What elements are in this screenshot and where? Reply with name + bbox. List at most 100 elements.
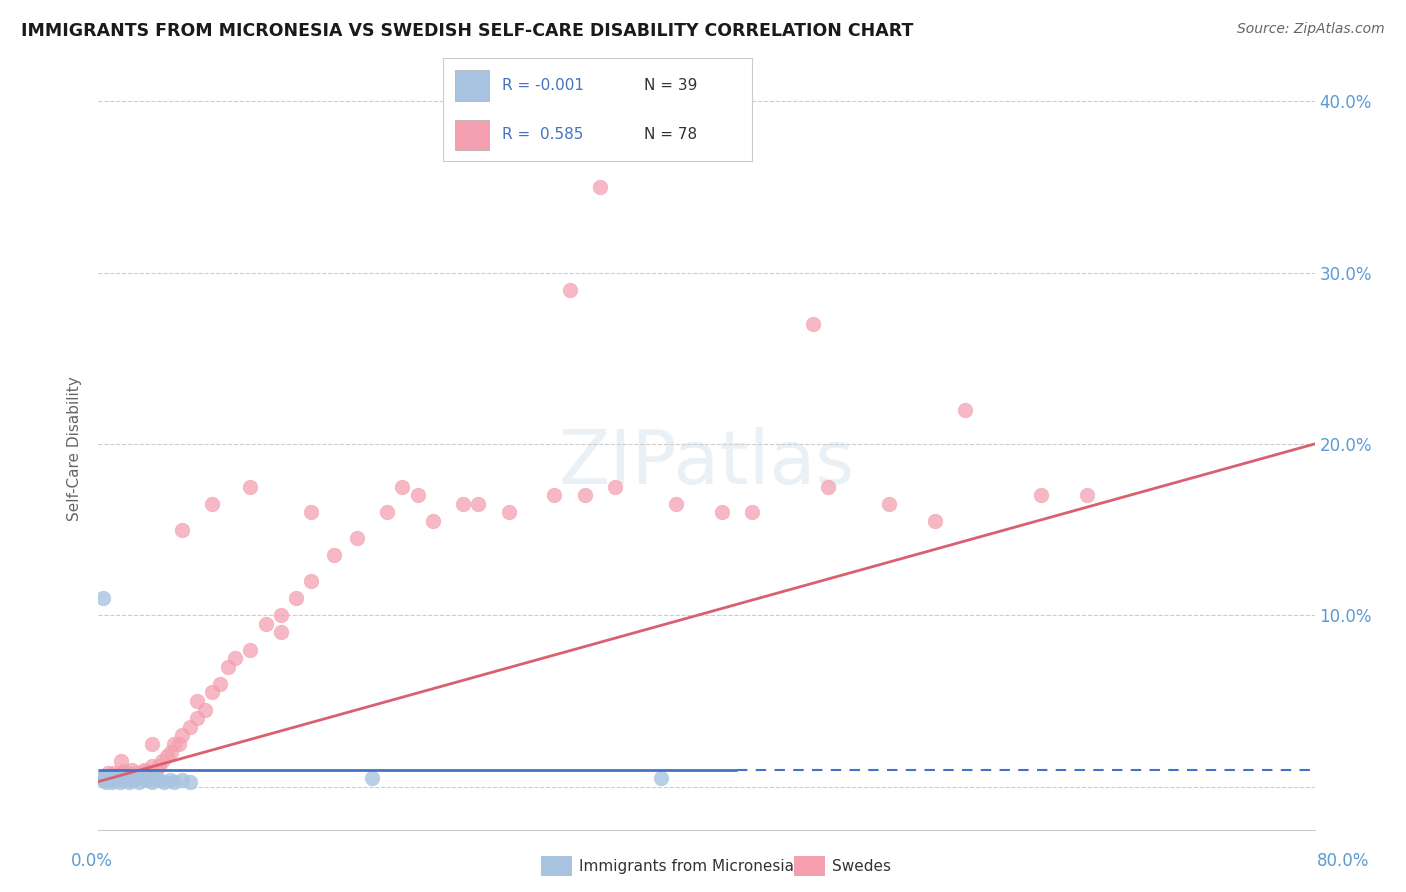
Point: [543, 488, 565, 502]
Point: [953, 402, 976, 417]
Point: [93, 771, 115, 785]
Point: [877, 497, 900, 511]
Point: [141, 774, 163, 789]
Point: [114, 771, 136, 785]
Point: [170, 523, 193, 537]
Point: [120, 768, 142, 782]
Point: [114, 771, 136, 785]
Point: [96, 771, 118, 785]
Point: [104, 771, 127, 785]
Point: [105, 771, 128, 785]
Point: [103, 771, 125, 785]
Point: [136, 764, 159, 779]
Point: [91, 771, 114, 785]
Point: [91, 772, 114, 787]
Point: [186, 694, 208, 708]
Point: [132, 771, 155, 785]
Point: [128, 774, 150, 789]
Point: [91, 591, 114, 606]
Text: N = 39: N = 39: [644, 78, 697, 93]
Point: [239, 480, 262, 494]
Point: [94, 771, 117, 785]
Point: [105, 768, 128, 782]
Bar: [456, 120, 489, 150]
Bar: [456, 70, 489, 101]
Text: 80.0%: 80.0%: [1316, 852, 1369, 870]
Point: [148, 759, 170, 773]
Point: [103, 766, 125, 780]
Point: [156, 748, 179, 763]
Point: [101, 769, 124, 783]
Point: [136, 772, 159, 787]
Point: [170, 772, 193, 787]
Point: [650, 771, 672, 785]
Point: [148, 772, 170, 787]
Point: [93, 771, 115, 785]
Point: [167, 737, 190, 751]
Point: [118, 774, 141, 789]
Point: [129, 766, 152, 780]
Point: [135, 768, 157, 782]
Point: [710, 506, 733, 520]
Point: [114, 766, 136, 780]
Point: [160, 746, 183, 760]
Point: [124, 766, 146, 780]
Point: [422, 514, 444, 528]
Point: [498, 506, 520, 520]
Point: [467, 497, 489, 511]
Point: [361, 771, 384, 785]
Point: [107, 769, 129, 783]
Point: [558, 283, 581, 297]
Point: [128, 768, 150, 782]
Point: [574, 488, 596, 502]
Point: [406, 488, 429, 502]
Point: [100, 769, 122, 783]
Text: R =  0.585: R = 0.585: [502, 128, 583, 143]
Point: [111, 768, 134, 782]
Point: [285, 591, 308, 606]
Point: [152, 774, 174, 789]
Point: [179, 774, 201, 789]
Point: [924, 514, 946, 528]
Point: [217, 659, 239, 673]
Point: [96, 771, 118, 785]
Point: [375, 506, 398, 520]
Text: IMMIGRANTS FROM MICRONESIA VS SWEDISH SELF-CARE DISABILITY CORRELATION CHART: IMMIGRANTS FROM MICRONESIA VS SWEDISH SE…: [21, 22, 914, 40]
Point: [120, 771, 142, 785]
Point: [453, 497, 475, 511]
Point: [209, 677, 232, 691]
Point: [741, 506, 763, 520]
Point: [163, 774, 186, 789]
Point: [139, 766, 162, 780]
Point: [110, 771, 132, 785]
Point: [270, 608, 292, 623]
Text: 0.0%: 0.0%: [70, 852, 112, 870]
Point: [254, 616, 277, 631]
Point: [90, 771, 112, 785]
Point: [94, 771, 117, 785]
Point: [589, 179, 612, 194]
Point: [98, 772, 121, 787]
Point: [186, 711, 208, 725]
Point: [299, 506, 322, 520]
Point: [141, 737, 163, 751]
Point: [108, 774, 131, 789]
Text: Swedes: Swedes: [832, 859, 891, 873]
Point: [391, 480, 413, 494]
Point: [179, 720, 201, 734]
Point: [665, 497, 688, 511]
Point: [125, 771, 148, 785]
Point: [299, 574, 322, 588]
Text: Immigrants from Micronesia: Immigrants from Micronesia: [579, 859, 794, 873]
Point: [239, 642, 262, 657]
Point: [201, 497, 224, 511]
Point: [270, 625, 292, 640]
Point: [141, 759, 163, 773]
Point: [110, 754, 132, 768]
Point: [194, 703, 217, 717]
Point: [104, 772, 127, 787]
Point: [817, 480, 839, 494]
Point: [145, 771, 167, 785]
Point: [323, 549, 346, 563]
Point: [103, 771, 125, 785]
